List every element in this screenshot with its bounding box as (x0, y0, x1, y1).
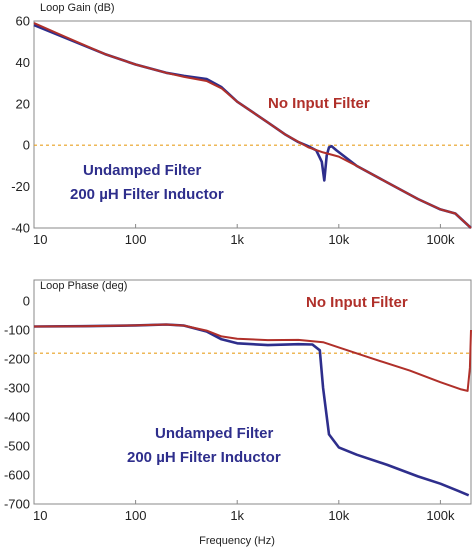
gain-x-tick-label: 100 (125, 232, 147, 247)
gain-chart-title: Loop Gain (dB) (40, 2, 115, 14)
phase-x-tick-label: 1k (230, 508, 244, 523)
gain-y-tick-label: 60 (16, 14, 30, 29)
phase-y-tick-label: 0 (23, 294, 30, 309)
gain-x-tick-label: 10k (328, 232, 349, 247)
gain-plot-frame (33, 20, 472, 229)
phase-chart-title: Loop Phase (deg) (40, 280, 127, 292)
gain-y-tick-label: 20 (16, 96, 30, 111)
gain-annotation-no-input-filter: No Input Filter (268, 95, 370, 112)
phase-y-tick-label: -200 (4, 352, 30, 367)
phase-y-tick-label: -500 (4, 439, 30, 454)
gain-y-tick-label: -40 (11, 221, 30, 236)
phase-no-input-filter-line (33, 323, 472, 392)
phase-plot-frame (33, 279, 472, 505)
gain-x-tick-label: 10 (33, 232, 47, 247)
gain-annotation-undamped-filter: Undamped Filter (83, 162, 202, 179)
gain-no-input-filter-line (33, 22, 472, 229)
phase-y-tick-label: -400 (4, 410, 30, 425)
phase-annotation-filter-inductor: 200 µH Filter Inductor (127, 449, 281, 466)
gain-y-tick-label: 0 (23, 138, 30, 153)
gain-y-tick-label: -20 (11, 179, 30, 194)
gain-annotation-filter-inductor: 200 µH Filter Inductor (70, 186, 224, 203)
phase-y-tick-label: -300 (4, 381, 30, 396)
phase-y-tick-label: -100 (4, 323, 30, 338)
loop-gain-chart: Loop Gain (dB) 60 40 20 0 -20 -40 10 100 1k 10k 1… (11, 2, 472, 247)
gain-y-tick-label: 40 (16, 55, 30, 70)
gain-x-tick-label: 1k (230, 232, 244, 247)
phase-y-tick-label: -600 (4, 468, 30, 483)
phase-x-tick-label: 10k (328, 508, 349, 523)
gain-x-tick-label: 100k (426, 232, 455, 247)
phase-annotation-no-input-filter: No Input Filter (306, 294, 408, 311)
phase-x-tick-label: 100 (125, 508, 147, 523)
phase-x-tick-label: 100k (426, 508, 455, 523)
loop-phase-chart: Loop Phase (deg) 0 -100 -200 -300 -400 -500 -6… (4, 279, 472, 547)
phase-x-tick-label: 10 (33, 508, 47, 523)
phase-annotation-undamped-filter: Undamped Filter (155, 425, 274, 442)
phase-y-tick-label: -700 (4, 497, 30, 512)
phase-x-axis-label: Frequency (Hz) (199, 535, 275, 547)
phase-undamped-filter-line (33, 323, 470, 497)
